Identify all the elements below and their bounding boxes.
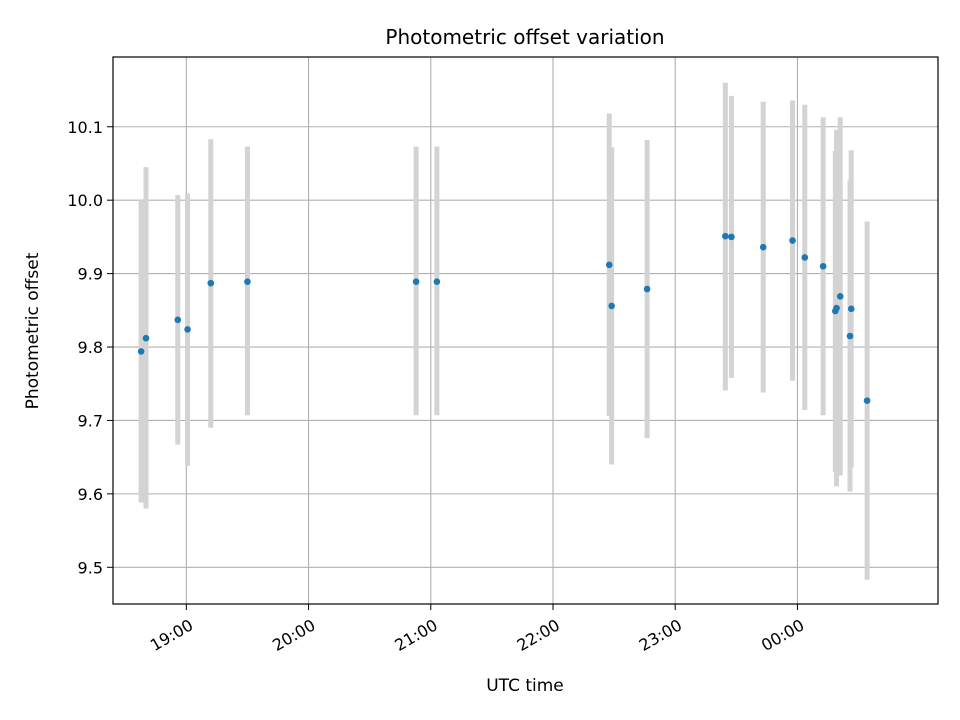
data-point bbox=[847, 305, 855, 313]
data-points bbox=[137, 232, 871, 404]
data-point bbox=[863, 397, 871, 404]
data-point bbox=[142, 334, 150, 342]
x-axis-label: UTC time bbox=[486, 676, 564, 696]
data-point bbox=[207, 279, 215, 287]
data-point bbox=[728, 233, 735, 241]
data-point bbox=[184, 326, 191, 333]
y-tick-label: 9.7 bbox=[78, 411, 103, 430]
data-point bbox=[789, 237, 796, 244]
data-point bbox=[412, 278, 420, 285]
data-point bbox=[722, 232, 729, 240]
data-point bbox=[833, 304, 840, 312]
data-point bbox=[846, 332, 854, 340]
chart-title: Photometric offset variation bbox=[385, 25, 664, 49]
y-tick-label: 9.6 bbox=[78, 485, 103, 504]
data-point bbox=[801, 254, 809, 261]
y-tick-label: 9.8 bbox=[78, 338, 103, 357]
data-point bbox=[819, 262, 827, 270]
data-point bbox=[174, 316, 182, 324]
y-axis-ticks: 9.5 9.6 9.7 9.8 9.9 10.0 10.1 bbox=[67, 118, 113, 577]
data-point bbox=[244, 278, 251, 285]
data-point bbox=[433, 278, 441, 285]
data-point bbox=[608, 302, 615, 310]
y-tick-label: 9.5 bbox=[78, 558, 103, 577]
grid bbox=[113, 57, 938, 604]
data-point bbox=[137, 348, 145, 355]
data-point bbox=[605, 261, 613, 269]
data-point bbox=[643, 285, 651, 293]
data-point bbox=[759, 243, 767, 251]
y-tick-label: 10.1 bbox=[67, 118, 103, 137]
y-tick-label: 10.0 bbox=[67, 191, 103, 210]
data-point bbox=[836, 293, 844, 300]
y-axis-label: Photometric offset bbox=[23, 252, 43, 409]
y-tick-label: 9.9 bbox=[78, 265, 103, 284]
plot-frame bbox=[112, 56, 939, 605]
